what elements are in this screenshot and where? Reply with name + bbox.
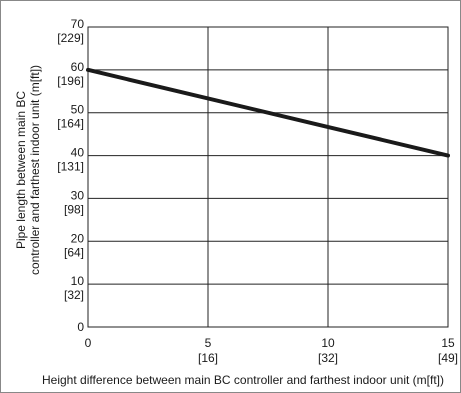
y-tick-label: 50 [71, 103, 85, 117]
y-tick-label: 40 [71, 146, 85, 160]
y-tick-sublabel: [164] [57, 117, 84, 131]
y-tick-label: 0 [77, 320, 84, 334]
y-axis-title-line-2: controller and farthest indoor unit (m[f… [28, 65, 42, 275]
y-tick-label: 10 [71, 274, 85, 288]
y-tick-sublabel: [229] [57, 31, 84, 45]
y-tick-sublabel: [64] [64, 245, 84, 259]
y-tick-label: 30 [71, 188, 85, 202]
x-axis-title: Height difference between main BC contro… [42, 373, 444, 387]
y-axis-title-line-1: Pipe length between main BC [14, 91, 28, 249]
x-tick-sublabel: [49] [438, 351, 458, 365]
y-tick-sublabel: [98] [64, 202, 84, 216]
x-tick-label: 10 [321, 336, 335, 350]
x-tick-label: 0 [85, 336, 92, 350]
plot-border [87, 26, 449, 328]
y-tick-sublabel: [131] [57, 160, 84, 174]
series-layer [86, 67, 450, 158]
x-tick-sublabel: [32] [318, 351, 338, 365]
y-tick-label: 60 [71, 60, 85, 74]
y-axis-title: Pipe length between main BC controller a… [14, 65, 42, 275]
y-tick-label: 20 [71, 231, 85, 245]
y-tick-label: 70 [71, 17, 85, 31]
y-tick-sublabel: [32] [64, 288, 84, 302]
x-tick-label: 15 [441, 336, 455, 350]
series-line-0 [86, 67, 450, 158]
x-tick-label: 5 [205, 336, 212, 350]
y-tick-sublabel: [196] [57, 74, 84, 88]
x-tick-sublabel: [16] [198, 351, 218, 365]
tick-label-layer: 010[32]20[64]30[98]40[131]50[164]60[196]… [57, 17, 458, 365]
